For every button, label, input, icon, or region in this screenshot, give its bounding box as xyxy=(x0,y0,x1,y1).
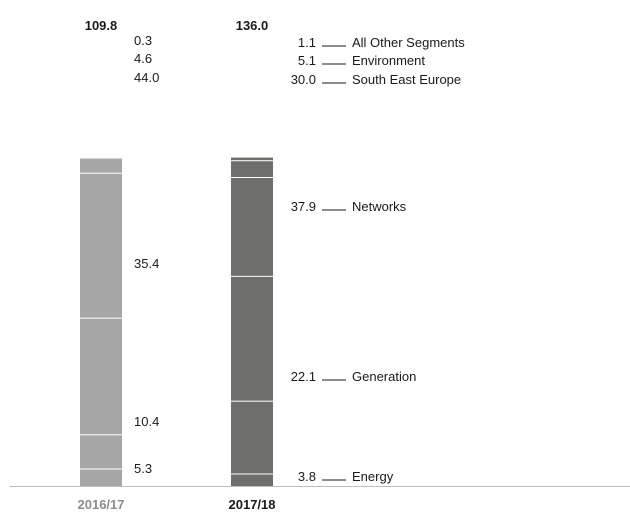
data-label-2016-17: 5.3 xyxy=(134,461,152,476)
data-label-2016-17: 35.4 xyxy=(134,256,159,271)
category-label: 2017/18 xyxy=(229,497,276,512)
legend-label: Networks xyxy=(352,199,407,214)
total-label: 109.8 xyxy=(85,18,118,33)
bar-segment-south-east-europe-2017-18 xyxy=(231,177,273,276)
legend-label: Environment xyxy=(352,53,425,68)
segment-divider xyxy=(231,155,273,158)
bar-segment-networks-2016-17 xyxy=(80,317,122,435)
total-label: 136.0 xyxy=(236,18,269,33)
bar-segment-networks-2017-18 xyxy=(231,275,273,401)
legend-label: South East Europe xyxy=(352,72,461,87)
data-label-2017-18: 30.0 xyxy=(291,72,316,87)
legend-label: All Other Segments xyxy=(352,35,465,50)
data-label-2017-18: 37.9 xyxy=(291,199,316,214)
bar-segment-environment-2017-18 xyxy=(231,160,273,178)
data-label-2016-17: 4.6 xyxy=(134,51,152,66)
legend-label: Energy xyxy=(352,469,394,484)
category-label: 2016/17 xyxy=(78,497,125,512)
data-label-2017-18: 5.1 xyxy=(298,53,316,68)
bar-segment-south-east-europe-2016-17 xyxy=(80,172,122,318)
bar-segment-energy-2017-18 xyxy=(231,473,273,486)
bar-segment-all-other-segments-2017-18 xyxy=(231,156,273,161)
bar-segment-energy-2016-17 xyxy=(80,468,122,486)
data-label-2016-17: 10.4 xyxy=(134,414,159,429)
bar-segment-generation-2017-18 xyxy=(231,400,273,474)
bar-segment-environment-2016-17 xyxy=(80,157,122,173)
data-label-2016-17: 44.0 xyxy=(134,70,159,85)
data-label-2017-18: 3.8 xyxy=(298,469,316,484)
bar-segment-generation-2016-17 xyxy=(80,434,122,469)
legend-label: Generation xyxy=(352,369,416,384)
data-label-2016-17: 0.3 xyxy=(134,33,152,48)
segment-divider xyxy=(80,155,122,158)
data-label-2017-18: 1.1 xyxy=(298,35,316,50)
data-label-2017-18: 22.1 xyxy=(291,369,316,384)
